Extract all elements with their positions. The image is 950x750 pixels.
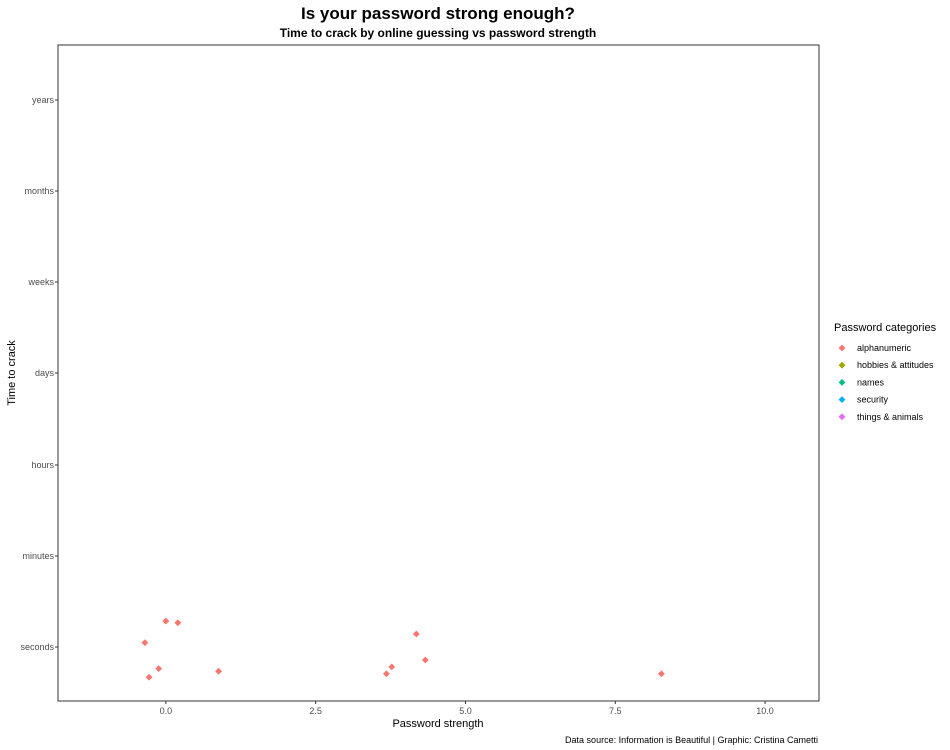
y-tick-label-years: years <box>32 95 55 105</box>
y-tick-label-hours: hours <box>31 460 54 470</box>
x-tick-label: 10.0 <box>756 706 774 716</box>
data-points <box>141 617 665 681</box>
data-point-alphanumeric <box>174 619 182 627</box>
legend-label: alphanumeric <box>857 343 912 353</box>
legend: Password categories alphanumeric hobbies … <box>834 322 937 422</box>
y-tick-label-weeks: weeks <box>27 277 54 287</box>
y-axis: seconds minutes hours days weeks months years <box>20 95 58 652</box>
y-tick-label-seconds: seconds <box>20 642 54 652</box>
data-point-alphanumeric <box>412 630 420 638</box>
x-axis: 0.0 2.5 5.0 7.5 10.0 <box>160 701 774 716</box>
legend-key-alphanumeric <box>838 344 846 352</box>
data-point-alphanumeric <box>155 665 163 673</box>
y-tick-label-months: months <box>24 186 54 196</box>
chart-caption: Data source: Information is Beautiful | … <box>565 735 818 745</box>
y-tick-label-days: days <box>35 368 55 378</box>
data-point-alphanumeric <box>162 617 170 625</box>
data-point-alphanumeric <box>215 667 222 675</box>
data-point-alphanumeric <box>382 670 390 678</box>
y-tick-label-minutes: minutes <box>22 551 54 561</box>
legend-label: security <box>857 395 889 405</box>
x-tick-label: 0.0 <box>160 706 173 716</box>
legend-label: hobbies & attitudes <box>857 360 934 370</box>
plot-panel <box>57 44 820 702</box>
legend-items: alphanumeric hobbies & attitudes names secu… <box>838 343 934 422</box>
x-axis-title: Password strength <box>392 718 483 730</box>
data-point-alphanumeric <box>141 639 149 647</box>
chart-subtitle: Time to crack by online guessing vs pass… <box>280 26 597 40</box>
x-tick-label: 5.0 <box>459 706 472 716</box>
legend-key-things-animals <box>838 413 846 421</box>
data-point-alphanumeric <box>658 670 665 678</box>
legend-key-hobbies-attitudes <box>838 361 846 369</box>
legend-key-names <box>838 379 846 386</box>
data-point-alphanumeric <box>388 663 396 671</box>
chart-title: Is your password strong enough? <box>301 4 575 23</box>
data-point-alphanumeric <box>421 656 429 664</box>
x-tick-label: 2.5 <box>309 706 322 716</box>
data-point-alphanumeric <box>145 673 153 681</box>
legend-key-security <box>838 396 846 403</box>
legend-label: names <box>857 377 885 387</box>
y-axis-title: Time to crack <box>6 340 18 406</box>
legend-title: Password categories <box>834 322 937 334</box>
x-tick-label: 7.5 <box>609 706 622 716</box>
legend-label: things & animals <box>857 412 924 422</box>
